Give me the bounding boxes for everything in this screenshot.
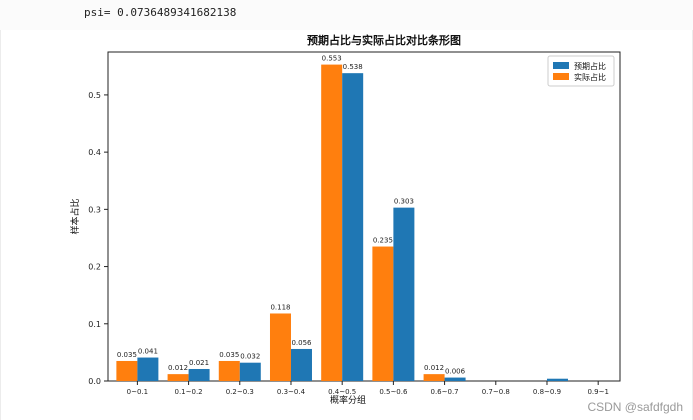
expected-bar [393, 207, 415, 381]
y-tick-label: 0.5 [88, 91, 101, 100]
plot-area [107, 51, 621, 382]
x-axis-label: 概率分组 [330, 394, 366, 406]
x-tick-label: 0.3~0.4 [277, 388, 306, 396]
actual-value-label: 0.118 [270, 303, 290, 311]
y-tick-label: 0.1 [88, 320, 101, 329]
expected-value-label: 0.538 [343, 63, 363, 71]
expected-bar [239, 362, 261, 381]
actual-value-label: 0.235 [373, 237, 393, 245]
left-border [0, 30, 1, 420]
actual-value-label: 0.553 [322, 55, 342, 63]
actual-value-label: 0.012 [424, 364, 444, 372]
expected-bar [546, 378, 568, 381]
actual-bar [167, 374, 189, 381]
x-tick-label: 0~0.1 [127, 388, 148, 396]
expected-bar [342, 73, 364, 381]
watermark: CSDN @safdfgdh [587, 400, 683, 414]
actual-value-label: 0.035 [219, 351, 239, 359]
expected-bar [188, 368, 210, 381]
expected-bar [444, 377, 466, 381]
x-tick-label: 0.2~0.3 [226, 388, 254, 396]
y-tick-label: 0.0 [88, 377, 101, 386]
expected-value-label: 0.021 [189, 359, 209, 367]
expected-bar [137, 357, 159, 381]
actual-bar [423, 374, 445, 381]
expected-value-label: 0.303 [394, 198, 414, 206]
legend-swatch [553, 62, 569, 69]
x-tick-label: 0.8~0.9 [533, 388, 561, 396]
y-tick-label: 0.3 [88, 205, 101, 214]
expected-value-label: 0.006 [445, 368, 466, 376]
actual-value-label: 0.012 [168, 364, 188, 372]
chart-title: 预期占比与实际占比对比条形图 [307, 33, 461, 47]
legend-label: 实际占比 [574, 72, 606, 82]
y-axis-label: 样本占比 [69, 198, 81, 234]
legend-swatch [553, 73, 569, 80]
expected-value-label: 0.041 [138, 348, 158, 356]
expected-value-label: 0.032 [240, 353, 260, 361]
x-tick-label: 0.7~0.8 [482, 388, 510, 396]
psi-output-text: psi= 0.0736489341682138 [84, 6, 237, 19]
x-tick-label: 0.9~1 [587, 388, 608, 396]
x-tick-label: 0.5~0.6 [379, 388, 408, 396]
y-tick-label: 0.4 [88, 148, 101, 157]
y-tick-label: 0.2 [88, 263, 101, 272]
actual-bar [116, 360, 138, 381]
legend-label: 预期占比 [574, 61, 606, 71]
x-tick-label: 0.1~0.2 [175, 388, 203, 396]
x-tick-label: 0.4~0.5 [328, 388, 356, 396]
actual-value-label: 0.035 [117, 351, 137, 359]
expected-bar [290, 348, 312, 381]
actual-bar [321, 64, 343, 381]
actual-bar [269, 313, 291, 381]
expected-value-label: 0.056 [291, 339, 312, 347]
actual-bar [218, 360, 240, 381]
x-tick-label: 0.6~0.7 [431, 388, 459, 396]
output-header [0, 0, 693, 30]
actual-bar [372, 246, 394, 381]
